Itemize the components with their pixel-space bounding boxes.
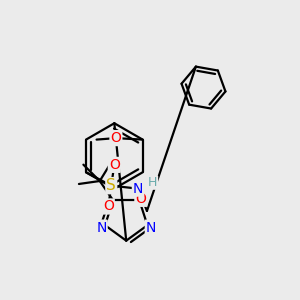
- Text: O: O: [110, 131, 121, 145]
- Text: O: O: [103, 200, 114, 214]
- Text: H: H: [148, 176, 158, 189]
- Text: N: N: [96, 220, 106, 235]
- Text: S: S: [106, 178, 116, 193]
- Text: O: O: [135, 192, 146, 206]
- Text: N: N: [133, 182, 143, 196]
- Text: O: O: [109, 158, 120, 172]
- Text: N: N: [146, 220, 156, 235]
